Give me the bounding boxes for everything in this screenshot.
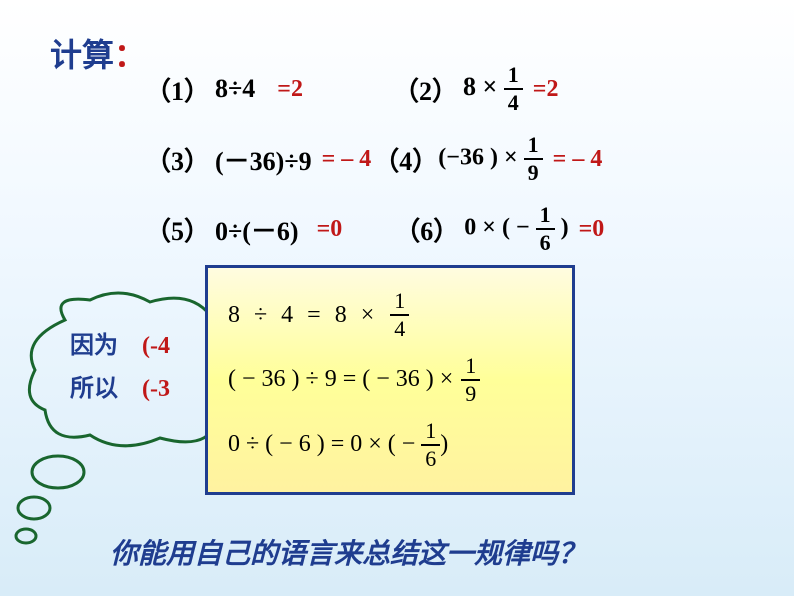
p2-ans: =2 — [533, 76, 559, 103]
page-title: 计算： — [50, 30, 146, 76]
title-text: 计算 — [50, 37, 114, 73]
p4-frac: 19 — [524, 134, 543, 184]
cloud-text: 因为 (-4 所以 (-3 — [70, 325, 170, 411]
summary-box: 8 ÷ 4 = 8 × 14 ( − 36 ) ÷ 9 = ( − 36 ) ×… — [205, 265, 575, 495]
p1-num: （1） — [145, 71, 215, 108]
cloud-line2: 所以 (-3 — [70, 368, 170, 403]
p3-num: （3） — [145, 141, 215, 178]
p3-ans: = – 4 — [322, 146, 372, 173]
p2-pre: 8 × — [463, 72, 497, 101]
p6-ans: =0 — [579, 216, 605, 243]
cloud-line1: 因为 (-4 — [70, 325, 170, 360]
problems-grid: （1） 8÷4 =2 （2） 8 × 14 =2 （3） (－36)÷9 = –… — [145, 60, 785, 270]
box-eq2: ( − 36 ) ÷ 9 = ( − 36 ) × 19 — [228, 355, 552, 405]
p4-num: （4） — [373, 141, 438, 178]
p6-pre: 0 × ( − — [464, 215, 529, 241]
box-eq1: 8 ÷ 4 = 8 × 14 — [228, 290, 552, 340]
p5-expr: 0÷(－6) — [215, 211, 299, 248]
eq1-left: 8 ÷ 4 = 8 × — [228, 302, 378, 329]
p1-ans: =2 — [277, 76, 303, 103]
p6-expr: 0 × ( − 16 ) — [464, 204, 568, 254]
eq1-frac: 14 — [390, 290, 409, 340]
p2-num: （2） — [393, 71, 463, 108]
cloud-line2-label: 所以 — [70, 376, 118, 402]
row-2: （3） (－36)÷9 = – 4 （4） (−36 ) × 19 = – 4 — [145, 130, 785, 188]
p4-pre: (−36 ) × — [438, 145, 517, 171]
row-3: （5） 0÷(－6) =0 （6） 0 × ( − 16 ) =0 — [145, 200, 785, 258]
eq2-left: ( − 36 ) ÷ 9 = ( − 36 ) × — [228, 366, 453, 393]
eq3-post: ) — [440, 431, 448, 458]
eq3-frac: 16 — [421, 420, 440, 470]
p4-ans: = – 4 — [553, 146, 603, 173]
row-1: （1） 8÷4 =2 （2） 8 × 14 =2 — [145, 60, 785, 118]
bottom-question: 你能用自己的语言来总结这一规律吗？ — [110, 532, 586, 572]
p5-ans: =0 — [317, 216, 343, 243]
p6-post: ) — [561, 215, 569, 241]
p6-frac: 16 — [536, 204, 555, 254]
p5-num: （5） — [145, 211, 215, 248]
p2-frac: 14 — [504, 64, 523, 114]
p2-expr: 8 × 14 — [463, 64, 523, 114]
p6-num: （6） — [394, 211, 464, 248]
p4-expr: (−36 ) × 19 — [438, 134, 542, 184]
cloud-line2-expr: (-3 — [142, 376, 170, 402]
eq2-frac: 19 — [461, 355, 480, 405]
p1-expr: 8÷4 — [215, 74, 255, 104]
eq3-left: 0 ÷ ( − 6 ) = 0 × ( − — [228, 431, 415, 458]
box-eq3: 0 ÷ ( − 6 ) = 0 × ( − 16 ) — [228, 420, 552, 470]
cloud-line1-expr: (-4 — [142, 333, 170, 359]
cloud-line1-label: 因为 — [70, 333, 118, 359]
p3-expr: (－36)÷9 — [215, 141, 312, 178]
title-colon: ： — [114, 37, 146, 73]
